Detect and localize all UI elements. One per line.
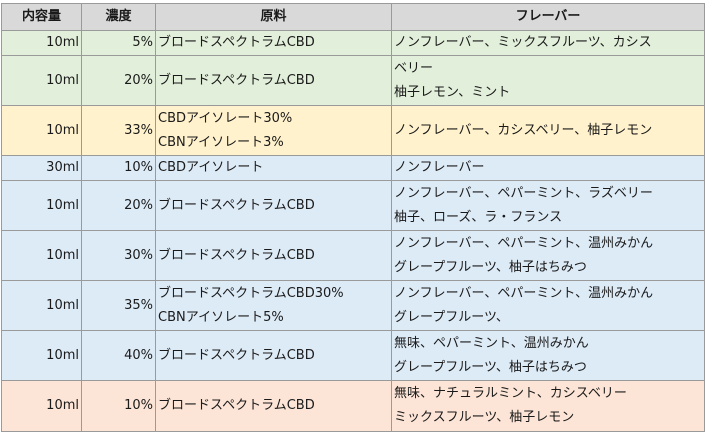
header-volume: 内容量: [1, 3, 82, 31]
material-cell: ブロードスペクトラムCBD: [155, 330, 392, 381]
flavor-line: グレープフルーツ、柚子はちみつ: [394, 359, 587, 375]
flavor-line: ベリー: [394, 60, 434, 76]
flavor-cell: ノンフレーバー、ペパーミント、温州みかん グレープフルーツ、柚子はちみつ: [391, 230, 705, 281]
table-row: 10ml 35% ブロードスペクトラムCBD30% CBNアイソレート5% ノン…: [1, 280, 705, 331]
concentration-cell: 30%: [81, 230, 156, 281]
concentration-cell: 20%: [81, 180, 156, 231]
material-line: ブロードスペクトラムCBD: [158, 35, 315, 50]
concentration-cell: 33%: [81, 105, 156, 156]
material-line: ブロードスペクトラムCBD: [158, 72, 315, 88]
header-flavor: フレーバー: [391, 3, 705, 31]
flavor-line: ノンフレーバー、ミックスフルーツ、カシス: [394, 35, 652, 50]
concentration-cell: 10%: [81, 155, 156, 181]
material-cell: ブロードスペクトラムCBD: [155, 55, 392, 106]
material-cell: ブロードスペクトラムCBD: [155, 30, 392, 56]
table-row: 10ml 20% ブロードスペクトラムCBD ベリー 柚子レモン、ミント: [1, 55, 705, 106]
concentration-cell: 35%: [81, 280, 156, 331]
flavor-line: ノンフレーバー: [394, 160, 485, 175]
concentration-cell: 20%: [81, 55, 156, 106]
flavor-cell: ノンフレーバー、ペパーミント、温州みかん グレープフルーツ、: [391, 280, 705, 331]
concentration-cell: 40%: [81, 330, 156, 381]
flavor-cell: ベリー 柚子レモン、ミント: [391, 55, 705, 106]
header-concentration: 濃度: [81, 3, 156, 31]
volume-cell: 30ml: [1, 155, 82, 181]
material-line: CBNアイソレート5%: [158, 309, 284, 325]
flavor-line: 柚子レモン、ミント: [394, 84, 511, 100]
header-row: 内容量 濃度 原料 フレーバー: [1, 3, 705, 31]
flavor-line: グレープフルーツ、: [394, 309, 509, 325]
material-line: CBNアイソレート3%: [158, 134, 284, 150]
material-line: ブロードスペクトラムCBD: [158, 197, 315, 213]
material-cell: ブロードスペクトラムCBD: [155, 180, 392, 231]
material-cell: CBDアイソレート30% CBNアイソレート3%: [155, 105, 392, 156]
flavor-cell: 無味、ペパーミント、温州みかん グレープフルーツ、柚子はちみつ: [391, 330, 705, 381]
flavor-cell: 無味、ナチュラルミント、カシスベリー ミックスフルーツ、柚子レモン: [391, 380, 705, 432]
material-line: ブロードスペクトラムCBD: [158, 347, 315, 363]
volume-cell: 10ml: [1, 55, 82, 106]
volume-cell: 10ml: [1, 105, 82, 156]
material-cell: ブロードスペクトラムCBD: [155, 230, 392, 281]
flavor-cell: ノンフレーバー、カシスベリー、柚子レモン: [391, 105, 705, 156]
table-row: 10ml 10% ブロードスペクトラムCBD 無味、ナチュラルミント、カシスベリ…: [1, 380, 705, 432]
material-line: ブロードスペクトラムCBD30%: [158, 285, 344, 301]
flavor-line: ノンフレーバー、ペパーミント、ラズベリー: [394, 185, 653, 201]
table-row: 10ml 30% ブロードスペクトラムCBD ノンフレーバー、ペパーミント、温州…: [1, 230, 705, 281]
flavor-line: 無味、ペパーミント、温州みかん: [394, 335, 589, 351]
concentration-cell: 5%: [81, 30, 156, 56]
flavor-cell: ノンフレーバー、ペパーミント、ラズベリー 柚子、ローズ、ラ・フランス: [391, 180, 705, 231]
concentration-cell: 10%: [81, 380, 156, 432]
volume-cell: 10ml: [1, 330, 82, 381]
volume-cell: 10ml: [1, 230, 82, 281]
material-cell: ブロードスペクトラムCBD30% CBNアイソレート5%: [155, 280, 392, 331]
flavor-line: ノンフレーバー、カシスベリー、柚子レモン: [394, 122, 653, 138]
material-line: CBDアイソレート: [158, 160, 264, 175]
flavor-line: グレープフルーツ、柚子はちみつ: [394, 259, 587, 275]
product-table: 内容量 濃度 原料 フレーバー 10ml 5% ブロードスペクトラムCBD ノン…: [1, 3, 705, 432]
material-line: ブロードスペクトラムCBD: [158, 247, 315, 263]
material-cell: CBDアイソレート: [155, 155, 392, 181]
table-row: 10ml 5% ブロードスペクトラムCBD ノンフレーバー、ミックスフルーツ、カ…: [1, 30, 705, 56]
material-cell: ブロードスペクトラムCBD: [155, 380, 392, 432]
table-row: 10ml 20% ブロードスペクトラムCBD ノンフレーバー、ペパーミント、ラズ…: [1, 180, 705, 231]
volume-cell: 10ml: [1, 380, 82, 432]
flavor-line: 柚子、ローズ、ラ・フランス: [394, 209, 563, 225]
volume-cell: 10ml: [1, 30, 82, 56]
flavor-line: ノンフレーバー、ペパーミント、温州みかん: [394, 285, 654, 301]
table-row: 30ml 10% CBDアイソレート ノンフレーバー: [1, 155, 705, 181]
material-line: CBDアイソレート30%: [158, 110, 293, 126]
flavor-line: 無味、ナチュラルミント、カシスベリー: [394, 386, 627, 401]
flavor-line: ノンフレーバー、ペパーミント、温州みかん: [394, 235, 654, 251]
material-line: ブロードスペクトラムCBD: [158, 398, 315, 413]
table-row: 10ml 33% CBDアイソレート30% CBNアイソレート3% ノンフレーバ…: [1, 105, 705, 156]
volume-cell: 10ml: [1, 280, 82, 331]
flavor-cell: ノンフレーバー: [391, 155, 705, 181]
flavor-line: ミックスフルーツ、柚子レモン: [394, 410, 575, 425]
header-material: 原料: [155, 3, 392, 31]
volume-cell: 10ml: [1, 180, 82, 231]
table-row: 10ml 40% ブロードスペクトラムCBD 無味、ペパーミント、温州みかん グ…: [1, 330, 705, 381]
flavor-cell: ノンフレーバー、ミックスフルーツ、カシス: [391, 30, 705, 56]
